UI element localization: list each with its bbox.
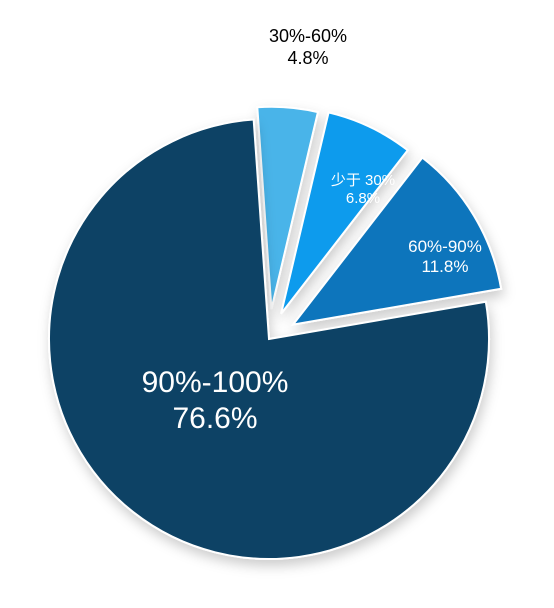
slice-value-90-100: 76.6% (172, 402, 257, 435)
slice-label-30-60: 30%-60% (269, 26, 347, 46)
slice-value-60-90: 11.8% (422, 257, 469, 276)
pie-chart: 30%-60%4.8% 少于 30%6.8% 60%-90%11.8% 90%-100… (0, 0, 554, 608)
slice-label-lt30: 少于 30% (331, 172, 395, 189)
slice-label-60-90: 60%-90% (408, 237, 482, 256)
slice-value-lt30: 6.8% (346, 190, 380, 207)
slice-label-90-100: 90%-100% (142, 366, 289, 399)
slice-value-30-60: 4.8% (287, 48, 328, 68)
